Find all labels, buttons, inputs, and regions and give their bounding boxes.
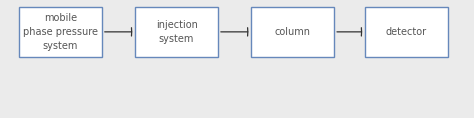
- Text: column: column: [275, 27, 310, 37]
- FancyBboxPatch shape: [365, 7, 448, 57]
- FancyBboxPatch shape: [135, 7, 218, 57]
- Text: detector: detector: [386, 27, 427, 37]
- FancyBboxPatch shape: [251, 7, 334, 57]
- Text: mobile
phase pressure
system: mobile phase pressure system: [23, 13, 98, 51]
- Text: injection
system: injection system: [155, 20, 198, 44]
- FancyBboxPatch shape: [19, 7, 102, 57]
